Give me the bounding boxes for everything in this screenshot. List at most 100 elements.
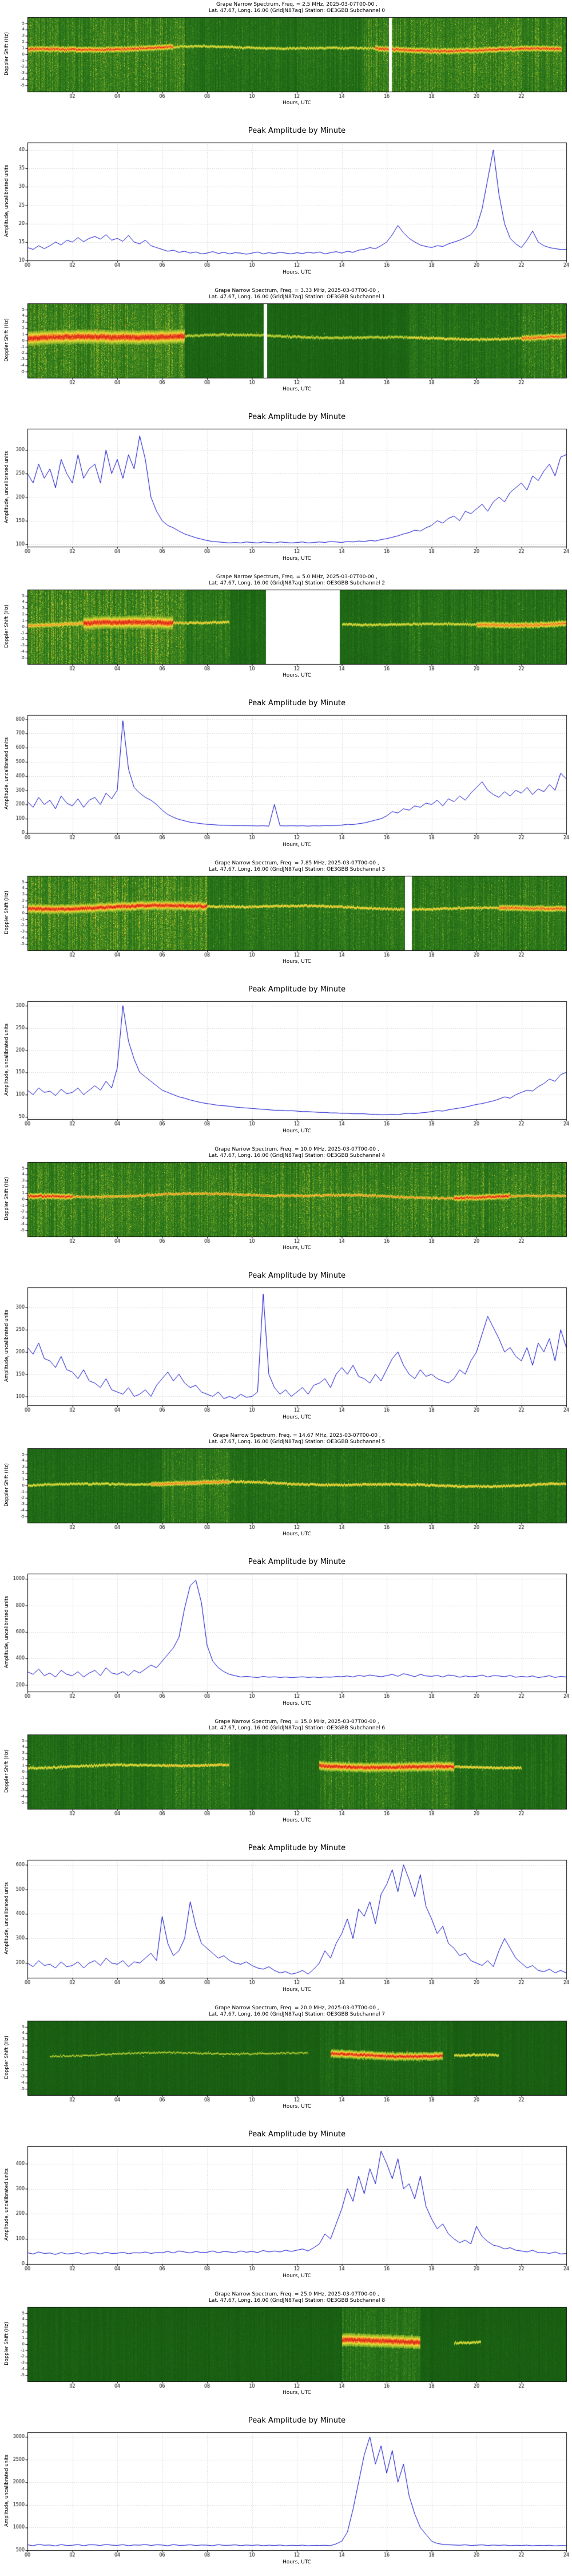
- amplitude-title: Peak Amplitude by Minute: [248, 127, 346, 135]
- x-axis-label: Hours, UTC: [283, 100, 311, 106]
- amplitude-canvas-subchannel-4: [0, 1268, 572, 1431]
- y-axis-label: Amplitude, uncalibrated units: [4, 737, 10, 809]
- x-axis-label: Hours, UTC: [283, 842, 311, 848]
- y-axis-label: Doppler Shift (Hz): [4, 605, 10, 648]
- spectrogram-figure-subchannel-0: Grape Narrow Spectrum, Freq. = 2.5 MHz, …: [0, 0, 572, 123]
- spectrogram-title-line1: Grape Narrow Spectrum, Freq. = 14.67 MHz…: [213, 1433, 381, 1439]
- spectrogram-canvas-subchannel-6: [0, 1717, 572, 1840]
- y-axis-label: Amplitude, uncalibrated units: [4, 451, 10, 523]
- x-axis-label: Hours, UTC: [283, 2390, 311, 2396]
- amplitude-figure-subchannel-7: Peak Amplitude by Minute Amplitude, uncal…: [0, 2127, 572, 2290]
- x-axis-label: Hours, UTC: [283, 556, 311, 562]
- spectrogram-title-line1: Grape Narrow Spectrum, Freq. = 10.0 MHz,…: [214, 1147, 379, 1152]
- spectrogram-title-line2: Lat. 47.67, Long. 16.00 (GridJN87aq) Sta…: [208, 1153, 386, 1159]
- x-axis-label: Hours, UTC: [283, 2104, 311, 2109]
- amplitude-figure-subchannel-4: Peak Amplitude by Minute Amplitude, uncal…: [0, 1268, 572, 1431]
- y-axis-label: Doppler Shift (Hz): [4, 318, 10, 362]
- y-axis-label: Doppler Shift (Hz): [4, 2322, 10, 2365]
- x-axis-label: Hours, UTC: [283, 1818, 311, 1823]
- amplitude-title: Peak Amplitude by Minute: [248, 985, 346, 994]
- spectrogram-title-line1: Grape Narrow Spectrum, Freq. = 5.0 MHz, …: [216, 574, 378, 580]
- spectrogram-figure-subchannel-1: Grape Narrow Spectrum, Freq. = 3.33 MHz,…: [0, 286, 572, 409]
- x-axis-label: Hours, UTC: [283, 1128, 311, 1134]
- amplitude-title: Peak Amplitude by Minute: [248, 2130, 346, 2139]
- amplitude-canvas-subchannel-5: [0, 1554, 572, 1717]
- spectrogram-figure-subchannel-6: Grape Narrow Spectrum, Freq. = 15.0 MHz,…: [0, 1717, 572, 1840]
- amplitude-canvas-subchannel-7: [0, 2127, 572, 2290]
- spectrogram-canvas-subchannel-4: [0, 1145, 572, 1268]
- x-axis-label: Hours, UTC: [283, 386, 311, 392]
- spectrogram-title-line1: Grape Narrow Spectrum, Freq. = 7.85 MHz,…: [214, 860, 379, 866]
- spectrogram-canvas-subchannel-3: [0, 859, 572, 982]
- amplitude-figure-subchannel-0: Peak Amplitude by Minute Amplitude, uncal…: [0, 123, 572, 286]
- spectrogram-figure-subchannel-5: Grape Narrow Spectrum, Freq. = 14.67 MHz…: [0, 1431, 572, 1554]
- y-axis-label: Doppler Shift (Hz): [4, 32, 10, 76]
- spectrogram-figure-subchannel-3: Grape Narrow Spectrum, Freq. = 7.85 MHz,…: [0, 859, 572, 982]
- amplitude-figure-subchannel-8: Peak Amplitude by Minute Amplitude, uncal…: [0, 2413, 572, 2576]
- x-axis-label: Hours, UTC: [283, 1531, 311, 1537]
- spectrogram-title-line1: Grape Narrow Spectrum, Freq. = 2.5 MHz, …: [216, 2, 378, 7]
- spectrogram-canvas-subchannel-7: [0, 2004, 572, 2127]
- spectrogram-canvas-subchannel-2: [0, 572, 572, 696]
- spectrogram-title-line1: Grape Narrow Spectrum, Freq. = 20.0 MHz,…: [214, 2005, 379, 2011]
- y-axis-label: Amplitude, uncalibrated units: [4, 1310, 10, 1382]
- amplitude-canvas-subchannel-0: [0, 123, 572, 286]
- amplitude-figure-subchannel-3: Peak Amplitude by Minute Amplitude, uncal…: [0, 982, 572, 1145]
- spectrogram-canvas-subchannel-1: [0, 286, 572, 409]
- amplitude-title: Peak Amplitude by Minute: [248, 1558, 346, 1566]
- spectrogram-title-line2: Lat. 47.67, Long. 16.00 (GridJN87aq) Sta…: [208, 294, 386, 300]
- amplitude-title: Peak Amplitude by Minute: [248, 413, 346, 421]
- x-axis-label: Hours, UTC: [283, 1415, 311, 1420]
- spectrogram-canvas-subchannel-0: [0, 0, 572, 123]
- spectrogram-figure-subchannel-8: Grape Narrow Spectrum, Freq. = 25.0 MHz,…: [0, 2290, 572, 2413]
- spectrogram-title-line2: Lat. 47.67, Long. 16.00 (GridJN87aq) Sta…: [208, 1439, 386, 1445]
- x-axis-label: Hours, UTC: [283, 673, 311, 678]
- x-axis-label: Hours, UTC: [283, 2559, 311, 2565]
- spectrogram-canvas-subchannel-5: [0, 1431, 572, 1554]
- x-axis-label: Hours, UTC: [283, 1987, 311, 1993]
- amplitude-figure-subchannel-1: Peak Amplitude by Minute Amplitude, uncal…: [0, 409, 572, 572]
- amplitude-canvas-subchannel-2: [0, 696, 572, 859]
- spectrogram-figure-subchannel-7: Grape Narrow Spectrum, Freq. = 20.0 MHz,…: [0, 2004, 572, 2127]
- amplitude-canvas-subchannel-8: [0, 2413, 572, 2576]
- amplitude-canvas-subchannel-6: [0, 1840, 572, 2004]
- spectrogram-title-line1: Grape Narrow Spectrum, Freq. = 25.0 MHz,…: [214, 2291, 379, 2297]
- spectrogram-title-line2: Lat. 47.67, Long. 16.00 (GridJN87aq) Sta…: [208, 1725, 386, 1731]
- spectrogram-title-line2: Lat. 47.67, Long. 16.00 (GridJN87aq) Sta…: [208, 2298, 386, 2304]
- spectrogram-title-line1: Grape Narrow Spectrum, Freq. = 3.33 MHz,…: [214, 288, 379, 294]
- spectrogram-title-line2: Lat. 47.67, Long. 16.00 (GridJN87aq) Sta…: [208, 2012, 386, 2017]
- x-axis-label: Hours, UTC: [283, 1701, 311, 1706]
- spectrogram-title-line2: Lat. 47.67, Long. 16.00 (GridJN87aq) Sta…: [208, 580, 386, 586]
- spectrogram-title-line1: Grape Narrow Spectrum, Freq. = 15.0 MHz,…: [214, 1719, 379, 1725]
- y-axis-label: Amplitude, uncalibrated units: [4, 1024, 10, 1096]
- y-axis-label: Amplitude, uncalibrated units: [4, 1596, 10, 1668]
- amplitude-figure-subchannel-5: Peak Amplitude by Minute Amplitude, uncal…: [0, 1554, 572, 1717]
- amplitude-title: Peak Amplitude by Minute: [248, 699, 346, 708]
- x-axis-label: Hours, UTC: [283, 1245, 311, 1251]
- spectrogram-canvas-subchannel-8: [0, 2290, 572, 2413]
- y-axis-label: Amplitude, uncalibrated units: [4, 2168, 10, 2241]
- y-axis-label: Amplitude, uncalibrated units: [4, 165, 10, 237]
- y-axis-label: Doppler Shift (Hz): [4, 2036, 10, 2079]
- y-axis-label: Doppler Shift (Hz): [4, 1463, 10, 1507]
- amplitude-title: Peak Amplitude by Minute: [248, 1271, 346, 1280]
- x-axis-label: Hours, UTC: [283, 270, 311, 275]
- spectrogram-figure-subchannel-4: Grape Narrow Spectrum, Freq. = 10.0 MHz,…: [0, 1145, 572, 1268]
- amplitude-title: Peak Amplitude by Minute: [248, 2416, 346, 2425]
- amplitude-canvas-subchannel-3: [0, 982, 572, 1145]
- y-axis-label: Doppler Shift (Hz): [4, 1749, 10, 1793]
- y-axis-label: Amplitude, uncalibrated units: [4, 1882, 10, 1954]
- spectrogram-title-line2: Lat. 47.67, Long. 16.00 (GridJN87aq) Sta…: [208, 8, 386, 14]
- amplitude-title: Peak Amplitude by Minute: [248, 1844, 346, 1852]
- y-axis-label: Doppler Shift (Hz): [4, 1177, 10, 1220]
- y-axis-label: Amplitude, uncalibrated units: [4, 2455, 10, 2527]
- x-axis-label: Hours, UTC: [283, 959, 311, 965]
- y-axis-label: Doppler Shift (Hz): [4, 891, 10, 934]
- amplitude-canvas-subchannel-1: [0, 409, 572, 572]
- amplitude-figure-subchannel-6: Peak Amplitude by Minute Amplitude, uncal…: [0, 1840, 572, 2004]
- amplitude-figure-subchannel-2: Peak Amplitude by Minute Amplitude, uncal…: [0, 696, 572, 859]
- spectrogram-title-line2: Lat. 47.67, Long. 16.00 (GridJN87aq) Sta…: [208, 867, 386, 872]
- spectrogram-figure-subchannel-2: Grape Narrow Spectrum, Freq. = 5.0 MHz, …: [0, 572, 572, 696]
- x-axis-label: Hours, UTC: [283, 2273, 311, 2279]
